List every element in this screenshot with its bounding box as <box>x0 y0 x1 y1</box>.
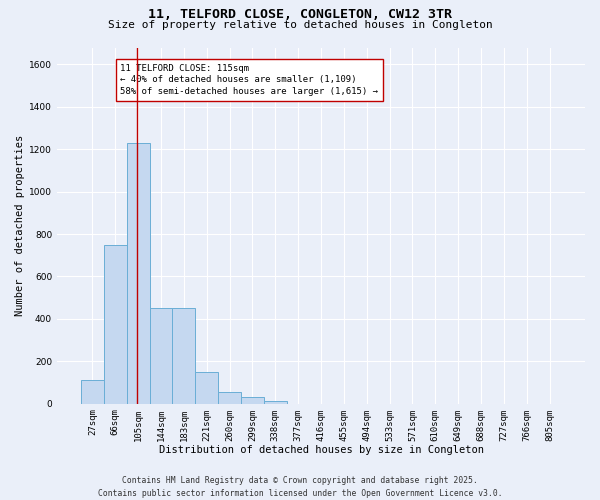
Bar <box>264 400 287 404</box>
Bar <box>149 308 172 404</box>
X-axis label: Distribution of detached houses by size in Congleton: Distribution of detached houses by size … <box>158 445 484 455</box>
Bar <box>104 244 127 404</box>
Text: Contains HM Land Registry data © Crown copyright and database right 2025.
Contai: Contains HM Land Registry data © Crown c… <box>98 476 502 498</box>
Bar <box>127 143 149 404</box>
Text: 11, TELFORD CLOSE, CONGLETON, CW12 3TR: 11, TELFORD CLOSE, CONGLETON, CW12 3TR <box>148 8 452 20</box>
Text: 11 TELFORD CLOSE: 115sqm
← 40% of detached houses are smaller (1,109)
58% of sem: 11 TELFORD CLOSE: 115sqm ← 40% of detach… <box>121 64 379 96</box>
Bar <box>172 308 196 404</box>
Bar <box>218 392 241 404</box>
Text: Size of property relative to detached houses in Congleton: Size of property relative to detached ho… <box>107 20 493 30</box>
Bar <box>196 372 218 404</box>
Bar <box>241 398 264 404</box>
Y-axis label: Number of detached properties: Number of detached properties <box>15 135 25 316</box>
Bar <box>81 380 104 404</box>
